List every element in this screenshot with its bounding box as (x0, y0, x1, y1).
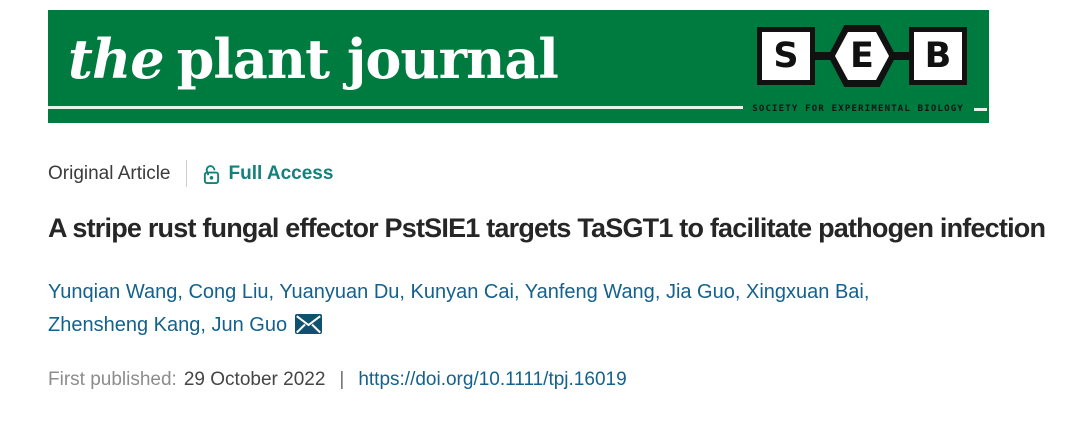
email-corresponding-author-icon[interactable] (295, 313, 323, 334)
article-header-page: the plant journal S E B SOCIETY FOR EXPER… (48, 10, 1073, 391)
meta-divider (185, 160, 187, 187)
author-link[interactable]: Xingxuan Bai (746, 280, 864, 303)
seb-society-row: SOCIETY FOR EXPERIMENTAL BIOLOGY (752, 104, 987, 114)
publication-info-row: First published: 29 October 2022 | https… (48, 369, 1073, 391)
access-status: Full Access (202, 162, 334, 185)
author-list: Yunqian Wang, Cong Liu, Yuanyuan Du, Kun… (48, 276, 928, 342)
seb-connector (894, 52, 911, 60)
open-lock-icon (203, 164, 219, 184)
access-label: Full Access (228, 162, 334, 184)
seb-letter-e: E (850, 35, 874, 76)
author-names: Yunqian Wang, Cong Liu, Yuanyuan Du, Kun… (48, 280, 870, 336)
doi-link[interactable]: https://doi.org/10.1111/tpj.16019 (358, 368, 627, 390)
author-link[interactable]: Jia Guo (665, 280, 735, 303)
journal-logo-the: the (68, 27, 165, 91)
pub-divider: | (339, 368, 345, 390)
seb-society-dash (974, 107, 987, 111)
seb-hexagon: E (828, 25, 896, 87)
author-link[interactable]: Yanfeng Wang (524, 280, 655, 303)
author-link[interactable]: Jun Guo (211, 313, 288, 336)
journal-logo-rest: plant journal (176, 27, 559, 91)
first-published-label: First published: (48, 368, 177, 390)
author-link[interactable]: Cong Liu (188, 280, 269, 303)
seb-letter-box-s: S (757, 27, 815, 85)
seb-society-label: SOCIETY FOR EXPERIMENTAL BIOLOGY (752, 104, 964, 114)
seb-connector (813, 52, 830, 60)
seb-letter-box-b: B (909, 27, 967, 85)
article-meta-row: Original Article Full Access (48, 160, 1073, 187)
seb-letter-b: B (924, 35, 952, 76)
author-link[interactable]: Yuanyuan Du (279, 280, 400, 303)
author-link[interactable]: Yunqian Wang (48, 280, 178, 303)
banner-rule-line (48, 106, 743, 109)
journal-logo[interactable]: the plant journal (68, 27, 559, 91)
publication-date: 29 October 2022 (183, 368, 326, 390)
journal-banner: the plant journal S E B SOCIETY FOR EXPER… (48, 10, 989, 123)
article-type-label: Original Article (48, 162, 171, 184)
article-title: A stripe rust fungal effector PstSIE1 ta… (48, 213, 1046, 243)
seb-letter-s: S (773, 35, 799, 76)
author-link[interactable]: Zhensheng Kang (48, 313, 201, 336)
author-link[interactable]: Kunyan Cai (410, 280, 514, 303)
seb-logo[interactable]: S E B (757, 25, 967, 87)
